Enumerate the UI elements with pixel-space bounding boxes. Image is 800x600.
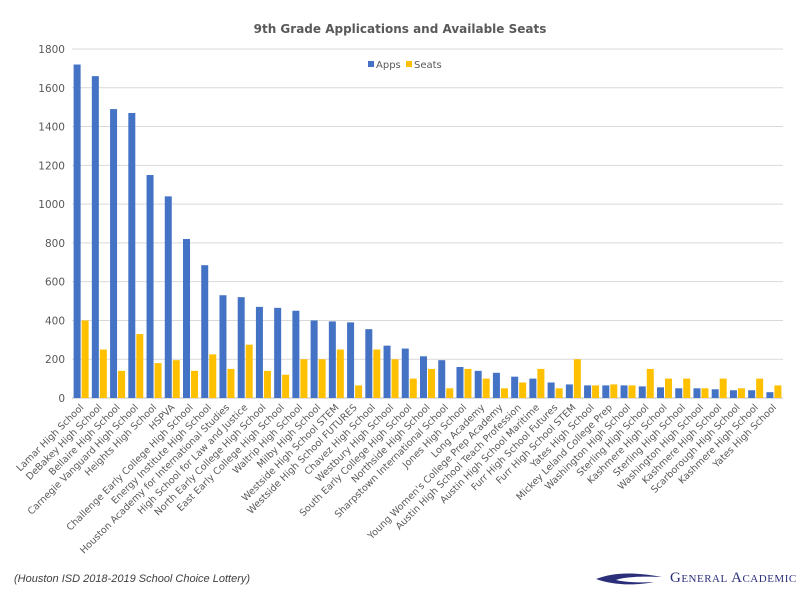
bar-seats [756,378,764,398]
bar-apps [565,384,573,398]
y-tick-label: 200 [45,354,65,366]
bar-seats [318,359,326,398]
bar-apps [73,64,81,398]
bar-apps [183,239,190,398]
bar-seats [336,349,344,398]
bar-apps [474,370,482,398]
bar-apps [711,389,719,398]
bar-seats [537,368,545,398]
legend-swatch-seats [406,61,412,67]
bar-seats [482,378,490,398]
bar-seats [99,349,107,398]
bar-apps [438,360,446,398]
bar-seats [774,385,782,398]
y-tick-label: 1000 [38,199,65,211]
bar-seats [245,344,253,398]
y-tick-label: 1400 [38,122,65,134]
bar-seats [628,385,636,398]
bar-seats [665,378,672,398]
y-tick-label: 0 [58,393,65,405]
legend-label-apps: Apps [376,60,401,71]
bar-seats [719,378,727,398]
y-tick-label: 600 [45,277,65,289]
bar-apps [748,390,756,398]
bar-apps [274,307,282,398]
swoosh-logo-icon [596,572,662,584]
bar-apps [492,372,500,398]
bar-apps [146,175,154,398]
bar-apps [219,295,227,398]
bar-seats [409,378,417,398]
bar-seats [373,349,381,398]
bar-seats [519,382,527,398]
bar-seats [263,370,271,398]
bar-seats [227,368,235,398]
bar-apps [347,322,355,398]
bar-apps [164,196,172,398]
bar-apps [310,320,318,398]
y-tick-label: 800 [45,238,65,250]
logo-text: General Academic [670,570,797,586]
bar-apps [729,390,737,398]
bar-apps [456,366,464,398]
bar-apps [328,321,336,398]
bar-seats [118,370,126,398]
bar-seats [191,370,198,398]
bar-apps [657,387,664,398]
bar-apps [584,385,592,398]
y-tick-label: 1600 [38,83,65,95]
bar-apps [110,109,118,398]
legend-label-seats: Seats [414,60,442,71]
bar-apps [128,112,136,398]
general-academic-logo: General Academic [594,570,797,587]
bar-seats [610,384,618,398]
bar-apps [766,392,774,398]
bar-apps [511,376,519,398]
bar-apps [620,385,628,398]
bar-seats [136,334,144,398]
bar-seats [646,368,654,398]
bar-seats [592,385,600,398]
bar-seats [355,385,363,398]
bar-seats [573,359,581,398]
y-tick-label: 1800 [38,44,65,56]
bar-apps [675,388,683,398]
y-tick-label: 1200 [38,160,65,172]
bar-seats [81,320,89,398]
bar-apps [365,329,373,398]
bar-apps [693,388,701,398]
bar-seats [555,388,563,398]
bar-seats [737,388,745,398]
source-footnote: (Houston ISD 2018-2019 School Choice Lot… [14,573,251,585]
bar-seats [428,368,435,398]
bar-apps [420,356,427,398]
y-tick-label: 400 [45,315,65,327]
bar-seats [300,359,308,398]
bar-seats [446,388,454,398]
bar-seats [209,354,217,398]
bar-apps [602,385,610,398]
bar-seats [154,363,162,398]
bar-apps [383,345,391,398]
chart-title: 9th Grade Applications and Available Sea… [254,22,547,36]
bar-seats [391,359,399,398]
bar-seats [172,360,180,398]
legend-swatch-apps [368,61,374,67]
bar-seats [683,378,691,398]
bar-seats [500,388,508,398]
bar-apps [529,378,537,398]
bar-apps [292,310,300,398]
bar-apps [201,265,209,398]
bar-seats [701,388,709,398]
bar-apps [91,76,99,399]
bar-apps [547,382,555,398]
bar-apps [638,386,646,398]
bar-apps [237,297,245,398]
bar-apps [255,306,263,398]
bar-seats [464,368,472,398]
bar-seats [282,374,290,398]
bar-apps [401,348,409,398]
